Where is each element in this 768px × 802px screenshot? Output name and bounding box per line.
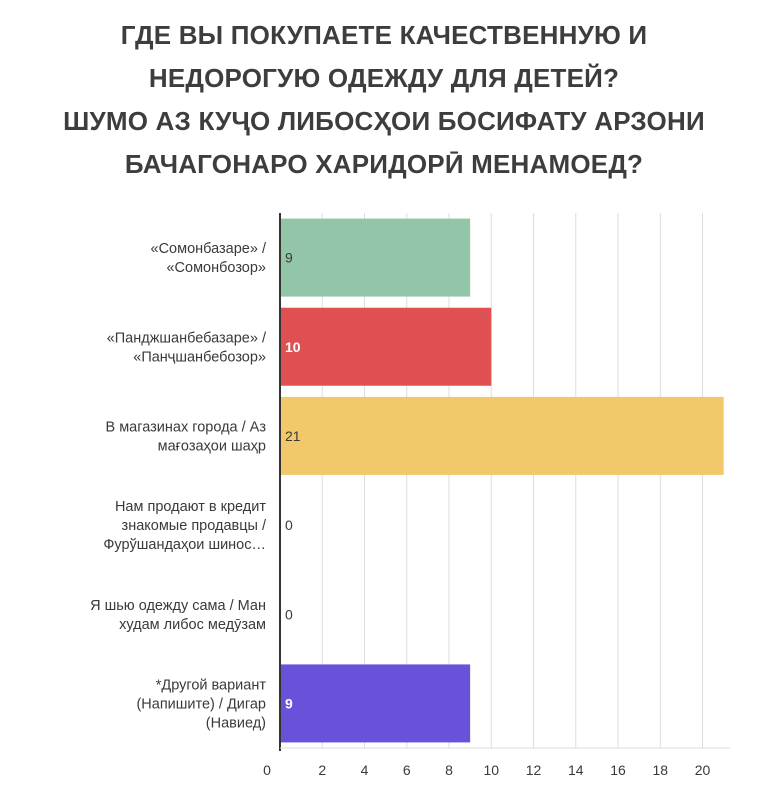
x-tick-label-6: 6 xyxy=(403,762,411,778)
category-label-0-line-1: «Сомонбозор» xyxy=(166,260,266,276)
data-label-4: 0 xyxy=(285,606,293,622)
title-line-4: БАЧАГОНАРО ХАРИДОРӢ МЕНАМОЕД? xyxy=(124,149,644,179)
category-label-3-line-2: Фурўшандаҳои шинос… xyxy=(103,537,266,553)
gridlines xyxy=(321,213,704,748)
category-label-5-line-0: *Другой вариант xyxy=(156,677,267,693)
bars xyxy=(280,218,724,743)
category-label-4-line-1: худам либос медӯзам xyxy=(119,617,266,633)
title-line-2: НЕДОРОГУЮ ОДЕЖДУ ДЛЯ ДЕТЕЙ? xyxy=(148,63,620,93)
x-tick-label-8: 8 xyxy=(445,762,453,778)
category-label-4: Я шью одежду сама / Ман худам либос медӯз… xyxy=(90,598,266,633)
x-tick-label-16: 16 xyxy=(610,762,626,778)
title-line-1: ГДЕ ВЫ ПОКУПАЕТЕ КАЧЕСТВЕННУЮ И xyxy=(120,20,648,50)
category-label-1: «Панджшанбебазаре» / «Панҷшанбебозор» xyxy=(107,330,267,365)
x-tick-label-4: 4 xyxy=(361,762,369,778)
data-label-3: 0 xyxy=(285,517,293,533)
category-label-4-line-0: Я шью одежду сама / Ман xyxy=(90,598,266,614)
category-label-3: Нам продают в кредит знакомые продавцы / Ф… xyxy=(103,499,267,553)
category-label-0: «Сомонбазаре» / «Сомонбозор» xyxy=(151,241,267,276)
category-label-2: В магазинах города / Аз мағозаҳои шаҳр xyxy=(106,419,267,454)
x-tick-label-20: 20 xyxy=(695,762,711,778)
bar-5 xyxy=(280,664,471,743)
category-label-1-line-1: «Панҷшанбебозор» xyxy=(133,349,266,365)
category-label-3-line-1: знакомые продавцы / xyxy=(122,518,267,534)
x-tick-label-0: 0 xyxy=(263,762,271,778)
category-label-5: *Другой вариант (Напишите) / Дигар (Навиед… xyxy=(136,677,266,731)
data-label-1: 10 xyxy=(285,339,301,355)
x-tick-label-14: 14 xyxy=(568,762,584,778)
bar-0 xyxy=(280,218,471,297)
data-label-0: 9 xyxy=(285,250,293,266)
x-tick-label-2: 2 xyxy=(318,762,326,778)
category-label-2-line-0: В магазинах города / Аз xyxy=(106,419,267,435)
data-label-2: 21 xyxy=(285,428,301,444)
bar-1 xyxy=(280,307,492,386)
labels: 0 2 4 6 8 10 12 14 16 18 209«Сомонбазаре» / «Сомонб… xyxy=(90,241,710,778)
category-label-2-line-1: мағозаҳои шаҳр xyxy=(158,438,266,454)
bar-2 xyxy=(280,396,724,475)
category-label-5-line-1: (Напишите) / Дигар xyxy=(136,696,266,712)
x-tick-label-10: 10 xyxy=(483,762,499,778)
chart-title: ГДЕ ВЫ ПОКУПАЕТЕ КАЧЕСТВЕННУЮ И НЕДОРОГУ… xyxy=(20,14,748,186)
axes xyxy=(279,213,730,751)
x-tick-label-18: 18 xyxy=(652,762,668,778)
category-label-5-line-2: (Навиед) xyxy=(206,715,266,731)
category-label-3-line-0: Нам продают в кредит xyxy=(115,499,266,515)
category-label-0-line-0: «Сомонбазаре» / xyxy=(151,241,267,257)
category-label-1-line-0: «Панджшанбебазаре» / xyxy=(107,330,267,346)
x-tick-label-12: 12 xyxy=(526,762,542,778)
data-label-5: 9 xyxy=(285,695,293,711)
title-line-3: ШУМО АЗ КУҶО ЛИБОСҲОИ БОСИФАТУ АРЗОНИ xyxy=(63,106,705,136)
